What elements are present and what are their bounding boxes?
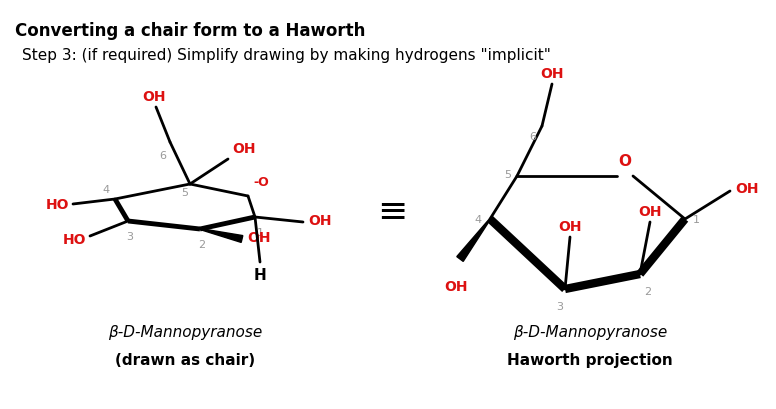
Text: OH: OH <box>540 67 563 81</box>
Text: 4: 4 <box>475 214 482 225</box>
Text: O: O <box>618 154 632 169</box>
Text: β-D-Mannopyranose: β-D-Mannopyranose <box>108 324 262 339</box>
Text: OH: OH <box>142 90 166 104</box>
Text: 1: 1 <box>693 214 700 225</box>
Polygon shape <box>200 229 243 243</box>
Text: 3: 3 <box>556 301 563 311</box>
Text: -O: -O <box>253 175 268 189</box>
Text: H: H <box>254 267 266 282</box>
Text: HO: HO <box>46 198 69 211</box>
Text: 5: 5 <box>181 188 188 198</box>
Text: β-D-Mannopyranose: β-D-Mannopyranose <box>513 324 667 339</box>
Text: $\equiv$: $\equiv$ <box>370 193 406 227</box>
Text: OH: OH <box>735 182 758 196</box>
Text: 3: 3 <box>126 231 133 241</box>
Text: 2: 2 <box>199 239 206 249</box>
Text: 5: 5 <box>504 170 511 180</box>
Text: HO: HO <box>63 232 86 246</box>
Text: Haworth projection: Haworth projection <box>508 352 673 367</box>
Text: Converting a chair form to a Haworth: Converting a chair form to a Haworth <box>15 22 365 40</box>
Text: 4: 4 <box>103 184 110 195</box>
Text: Step 3: (if required) Simplify drawing by making hydrogens "implicit": Step 3: (if required) Simplify drawing b… <box>22 48 551 63</box>
Text: OH: OH <box>558 220 582 234</box>
Text: 1: 1 <box>257 227 264 237</box>
Text: 2: 2 <box>644 286 652 296</box>
Polygon shape <box>457 219 490 262</box>
Text: 6: 6 <box>529 132 536 142</box>
Text: OH: OH <box>247 230 271 245</box>
Text: OH: OH <box>444 279 468 293</box>
Text: OH: OH <box>308 213 331 227</box>
Text: OH: OH <box>232 142 255 155</box>
Text: 6: 6 <box>159 151 166 161</box>
Text: OH: OH <box>638 204 662 218</box>
Text: (drawn as chair): (drawn as chair) <box>115 352 255 367</box>
